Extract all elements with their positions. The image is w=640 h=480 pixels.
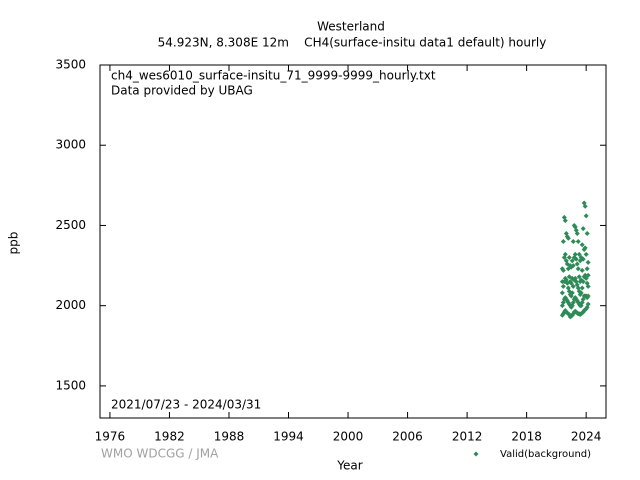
x-tick-label: 2000 bbox=[333, 430, 364, 444]
x-tick-label: 2006 bbox=[392, 430, 423, 444]
y-tick-label: 1500 bbox=[55, 378, 86, 392]
data-point bbox=[580, 279, 586, 285]
data-point bbox=[565, 235, 571, 241]
data-point bbox=[569, 258, 575, 264]
data-point bbox=[570, 239, 576, 244]
data-point bbox=[575, 266, 581, 272]
legend-marker bbox=[473, 451, 479, 457]
data-point bbox=[575, 239, 581, 244]
data-point bbox=[582, 203, 588, 209]
data-point bbox=[580, 226, 586, 232]
data-point bbox=[585, 301, 591, 307]
credit: WMO WDCGG / JMA bbox=[101, 447, 219, 461]
data-point bbox=[578, 290, 584, 296]
data-point bbox=[574, 261, 580, 267]
y-tick-label: 3500 bbox=[55, 58, 86, 72]
data-point bbox=[569, 290, 575, 296]
data-point bbox=[579, 267, 585, 273]
data-point bbox=[562, 218, 568, 224]
plot-frame bbox=[99, 64, 607, 419]
data-point bbox=[562, 251, 568, 257]
y-tick-label: 2500 bbox=[55, 218, 86, 232]
data-point bbox=[570, 283, 576, 289]
data-point bbox=[572, 251, 578, 257]
x-tick-label: 1976 bbox=[95, 430, 126, 444]
x-tick-label: 1988 bbox=[214, 430, 245, 444]
data-point bbox=[583, 251, 589, 257]
legend-label: Valid(background) bbox=[500, 449, 591, 460]
data-point bbox=[579, 285, 585, 291]
x-tick-label: 2012 bbox=[452, 430, 483, 444]
data-point bbox=[573, 256, 579, 262]
data-point bbox=[585, 293, 591, 299]
y-axis-label: ppb bbox=[7, 232, 21, 255]
data-point bbox=[560, 239, 566, 244]
x-tick-label: 1994 bbox=[273, 430, 304, 444]
data-point bbox=[579, 242, 585, 248]
annotation: ch4_wes6010_surface-insitu_71_9999-9999_… bbox=[111, 69, 436, 83]
x-tick-label: 2018 bbox=[511, 430, 542, 444]
data-point bbox=[580, 256, 586, 262]
data-point bbox=[576, 251, 582, 257]
data-point bbox=[561, 255, 567, 261]
data-point bbox=[583, 275, 589, 281]
x-tick-label: 2024 bbox=[571, 430, 602, 444]
data-point bbox=[560, 267, 566, 273]
data-point bbox=[574, 230, 580, 236]
data-point bbox=[559, 290, 565, 296]
data-point bbox=[585, 283, 591, 289]
data-point bbox=[584, 266, 590, 272]
data-point bbox=[566, 255, 572, 261]
chart-title: Westerland bbox=[317, 20, 385, 34]
data-point bbox=[584, 230, 590, 236]
annotation: Data provided by UBAG bbox=[111, 84, 253, 98]
data-point bbox=[585, 272, 591, 278]
data-point bbox=[582, 245, 588, 251]
x-axis-label: Year bbox=[336, 459, 362, 473]
y-tick-label: 2000 bbox=[55, 298, 86, 312]
y-tick-label: 3000 bbox=[55, 138, 86, 152]
data-point bbox=[585, 259, 591, 265]
data-point bbox=[560, 283, 566, 289]
x-tick-label: 1982 bbox=[154, 430, 185, 444]
chart-subtitle: 54.923N, 8.308E 12m CH4(surface-insitu d… bbox=[158, 36, 547, 50]
data-point bbox=[576, 274, 582, 280]
data-point bbox=[570, 263, 576, 269]
annotation: 2021/07/23 - 2024/03/31 bbox=[111, 398, 261, 412]
data-point bbox=[568, 280, 574, 286]
data-point bbox=[583, 213, 589, 219]
